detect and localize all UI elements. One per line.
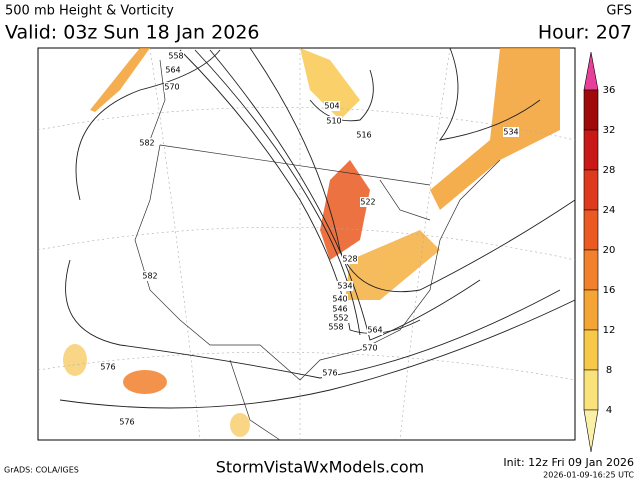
- colorbar-label: 8: [606, 365, 612, 376]
- contour-label: 504: [324, 102, 339, 111]
- credit: GrADS: COLA/IGES: [4, 466, 79, 475]
- colorbar-label: 16: [603, 285, 616, 296]
- colorbar-label: 4: [606, 405, 612, 416]
- contour-label: 522: [360, 198, 375, 207]
- contour-label: 576: [322, 369, 337, 378]
- colorbar-label: 28: [603, 165, 616, 176]
- contour-label-bg: [356, 130, 372, 140]
- colorbar-label: 32: [603, 125, 616, 136]
- contour-label: 570: [362, 344, 377, 353]
- contour-label: 540: [332, 295, 347, 304]
- contour-label: 570: [164, 83, 179, 92]
- contour-label: 564: [367, 326, 382, 335]
- contour-label-bg: [362, 343, 378, 353]
- contour-label: 534: [503, 128, 518, 137]
- contour-label-bg: [332, 304, 348, 314]
- contour-label: 582: [142, 272, 157, 281]
- contour-label: 516: [356, 131, 371, 140]
- contour-label-bg: [164, 82, 180, 92]
- timestamp: 2026-01-09-16:25 UTC: [543, 471, 634, 480]
- contour-label-bg: [168, 51, 184, 61]
- contour-label-bg: [139, 138, 155, 148]
- contour-label-bg: [326, 116, 342, 126]
- colorbar-segment: [583, 249, 599, 291]
- map: [37, 47, 576, 441]
- init-time: Init: 12z Fri 09 Jan 2026: [503, 456, 634, 469]
- contour-label-bg: [333, 313, 349, 323]
- contour-label: 510: [326, 117, 341, 126]
- colorbar-segment: [583, 289, 599, 331]
- colorbar: 36 32 28 24 20 16 12 8 4: [583, 51, 616, 453]
- contour-label-bg: [142, 271, 158, 281]
- contour-label-bg: [100, 362, 116, 372]
- contour-label-bg: [165, 65, 181, 75]
- contour-label: 564: [165, 66, 180, 75]
- contour-label: 534: [337, 282, 352, 291]
- map-title: 500 mb Height & Vorticity: [5, 4, 174, 19]
- contour-label: 546: [332, 305, 347, 314]
- contour-label: 552: [333, 314, 348, 323]
- forecast-hour: Hour: 207: [538, 22, 632, 44]
- colorbar-segment: [583, 169, 599, 211]
- contour-label: 582: [139, 139, 154, 148]
- contour-label-bg: [360, 197, 376, 207]
- colorbar-segment: [583, 209, 599, 251]
- contour-label: 528: [342, 255, 357, 264]
- contour-label-bg: [367, 325, 383, 335]
- colorbar-segment: [583, 329, 599, 371]
- contour-label: 576: [100, 363, 115, 372]
- contour-label: 558: [168, 52, 183, 61]
- contour-label-bg: [503, 127, 519, 137]
- colorbar-label: 12: [603, 325, 616, 336]
- colorbar-segment: [583, 89, 599, 131]
- model-name: GFS: [606, 4, 632, 19]
- contour-label-bg: [328, 322, 344, 332]
- contour-label-bg: [324, 101, 340, 111]
- contour-label: 558: [328, 323, 343, 332]
- colorbar-segment: [583, 129, 599, 171]
- colorbar-label: 24: [603, 205, 616, 216]
- colorbar-label: 20: [603, 245, 616, 256]
- contour-label-bg: [119, 417, 135, 427]
- contour-label-bg: [332, 294, 348, 304]
- valid-time: Valid: 03z Sun 18 Jan 2026: [5, 22, 260, 44]
- colorbar-segment: [583, 369, 599, 411]
- colorbar-segment: [583, 409, 599, 453]
- site-name: StormVistaWxModels.com: [216, 458, 424, 477]
- colorbar-label: 36: [603, 85, 616, 96]
- contour-label: 576: [119, 418, 134, 427]
- contour-label-bg: [322, 368, 338, 378]
- contour-label-bg: [342, 254, 358, 264]
- contour-label-bg: [337, 281, 353, 291]
- colorbar-segment: [583, 51, 599, 91]
